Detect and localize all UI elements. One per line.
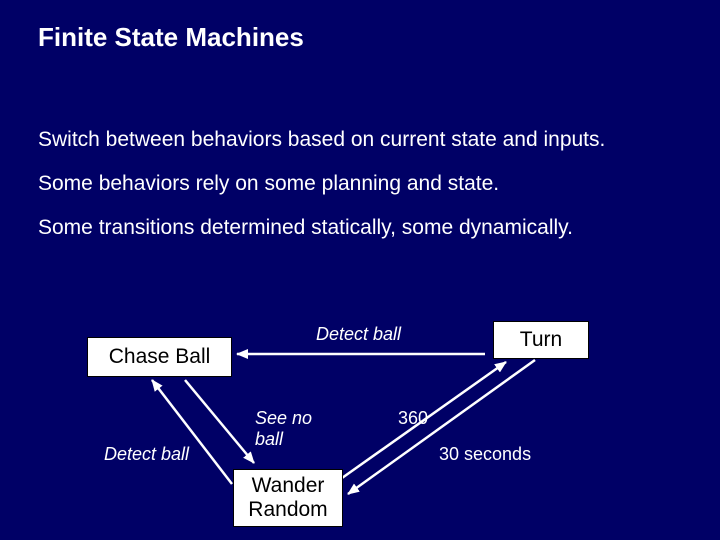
- body-line-2: Some transitions determined statically, …: [38, 216, 573, 240]
- 30-seconds-turn-to-wander-arrow: [348, 360, 535, 494]
- state-wander-random: Wander Random: [233, 469, 343, 527]
- edge-label-detect-ball-bottom: Detect ball: [104, 444, 189, 465]
- state-chase-ball-label: Chase Ball: [109, 345, 211, 369]
- edge-label-360: 360: [398, 408, 428, 429]
- state-wander-random-label: Wander Random: [248, 474, 327, 522]
- body-line-1: Some behaviors rely on some planning and…: [38, 172, 499, 196]
- edge-label-see-no-ball: See no ball: [255, 408, 312, 450]
- state-chase-ball: Chase Ball: [87, 337, 232, 377]
- edge-label-detect-ball-top: Detect ball: [316, 324, 401, 345]
- state-turn-label: Turn: [520, 328, 562, 352]
- detect-ball-wander-to-chase-arrow: [152, 380, 232, 484]
- see-no-ball-chase-to-wander-arrow: [185, 380, 254, 463]
- state-turn: Turn: [493, 321, 589, 359]
- slide: Finite State Machines Switch between beh…: [0, 0, 720, 540]
- slide-title: Finite State Machines: [38, 22, 304, 53]
- body-line-0: Switch between behaviors based on curren…: [38, 128, 605, 152]
- edge-label-30-seconds: 30 seconds: [439, 444, 531, 465]
